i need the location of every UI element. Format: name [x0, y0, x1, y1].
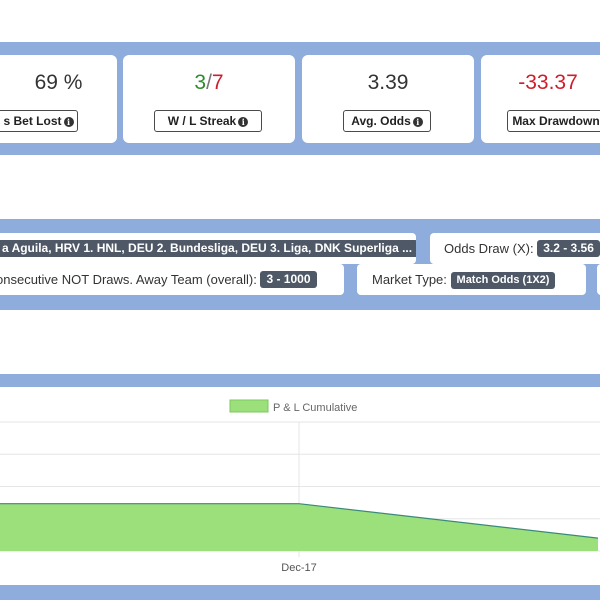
stat-label-bets-lost[interactable]: s Bet Lost i: [0, 110, 78, 132]
filter-market-type[interactable]: Market Type: Match Odds (1X2): [357, 264, 586, 295]
loss-streak-value: 7: [211, 71, 224, 94]
filter-odds-draw-tag: 3.2 - 3.56: [537, 240, 600, 257]
streak-separator: /: [206, 71, 212, 94]
legend-swatch: [229, 399, 269, 413]
info-icon[interactable]: i: [238, 117, 249, 127]
x-axis-ticks: Dec-17: [281, 562, 316, 574]
stat-card-wl-streak: 3/7 W / L Streak i: [123, 55, 295, 143]
pl-cumulative-chart: P & L Cumulative Dec-17: [0, 399, 600, 574]
filter-odds-draw-label: Odds Draw (X):: [444, 241, 534, 256]
stat-card-bets-lost: 69 % s Bet Lost i: [0, 55, 117, 143]
legend-label: P & L Cumulative: [273, 402, 357, 414]
stat-value-bets-lost: 69 %: [34, 71, 83, 94]
info-icon[interactable]: i: [412, 117, 423, 127]
info-icon[interactable]: i: [63, 117, 74, 127]
stats-band: 69 % s Bet Lost i 3/7 W / L Streak i 3.39 …: [0, 42, 600, 155]
stat-label-max-drawdown[interactable]: Max Drawdowni: [507, 110, 600, 132]
stat-value-max-drawdown: -33.37: [518, 71, 578, 94]
filter-odds-draw[interactable]: Odds Draw (X): 3.2 - 3.56: [430, 233, 600, 264]
stat-card-avg-odds: 3.39 Avg. Odds i: [302, 55, 474, 143]
filter-consecutive-not-draws[interactable]: onsecutive NOT Draws. Away Team (overall…: [0, 264, 344, 295]
chart-panel: P & L Cumulative Dec-17: [0, 387, 600, 585]
pl-cumulative-area[interactable]: [0, 503, 598, 551]
win-streak-value: 3: [194, 71, 207, 94]
stat-value-avg-odds: 3.39: [367, 71, 409, 94]
stat-label-text: W / L Streak: [167, 114, 237, 128]
filters-band: a Aguila, HRV 1. HNL, DEU 2. Bundesliga,…: [0, 219, 600, 310]
stat-value-wl-streak: 3/7: [123, 71, 295, 95]
filter-consecutive-tag: 3 - 1000: [260, 271, 317, 288]
filter-consecutive-label: onsecutive NOT Draws. Away Team (overall…: [0, 272, 257, 287]
filter-market-type-label: Market Type:: [372, 272, 447, 287]
chart-legend[interactable]: P & L Cumulative: [229, 399, 357, 414]
pl-cumulative-line: [0, 503, 599, 539]
filter-market-type-tag: Match Odds (1X2): [450, 272, 556, 289]
filter-partial[interactable]: [597, 264, 600, 295]
stat-card-max-drawdown: -33.37 Max Drawdowni: [481, 55, 600, 143]
stat-label-wl-streak[interactable]: W / L Streak i: [154, 110, 262, 132]
x-tick-label: Dec-17: [281, 562, 316, 574]
stat-label-avg-odds[interactable]: Avg. Odds i: [343, 110, 431, 132]
filter-leagues-tag: a Aguila, HRV 1. HNL, DEU 2. Bundesliga,…: [0, 240, 416, 257]
stat-label-text: s Bet Lost: [3, 114, 62, 128]
chart-band: P & L Cumulative Dec-17: [0, 374, 600, 600]
filter-leagues[interactable]: a Aguila, HRV 1. HNL, DEU 2. Bundesliga,…: [0, 233, 416, 264]
stat-label-text: Avg. Odds: [351, 114, 411, 128]
stat-label-text: Max Drawdown: [512, 114, 600, 128]
